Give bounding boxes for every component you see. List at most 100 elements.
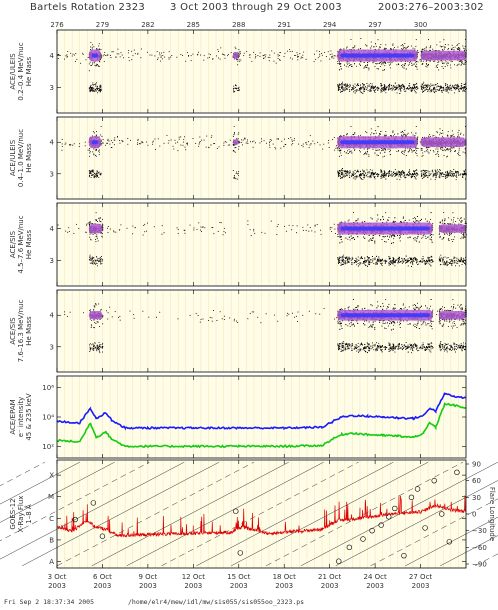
data-point	[429, 60, 431, 61]
data-point	[444, 59, 446, 61]
data-point	[97, 174, 99, 176]
top-tick-label: 285	[187, 21, 200, 29]
data-point	[345, 175, 346, 177]
data-point	[438, 89, 440, 91]
data-point	[339, 61, 340, 63]
data-point	[234, 151, 236, 153]
data-point	[371, 86, 373, 88]
data-point	[389, 172, 390, 174]
data-point	[346, 89, 348, 90]
data-point	[464, 83, 466, 85]
data-point	[432, 88, 434, 90]
data-point	[283, 56, 285, 57]
data-point	[343, 173, 345, 175]
data-point	[389, 151, 391, 153]
data-point	[446, 89, 448, 91]
data-point	[214, 142, 216, 144]
data-point	[265, 54, 267, 56]
data-point	[417, 53, 419, 55]
data-point	[368, 61, 370, 63]
data-point	[89, 172, 91, 173]
data-point	[447, 65, 449, 67]
data-point	[255, 56, 257, 58]
data-point	[353, 174, 355, 176]
data-point	[461, 62, 463, 63]
data-point	[384, 175, 386, 177]
data-point	[224, 54, 226, 56]
data-point	[152, 140, 154, 142]
data-point	[404, 61, 406, 63]
data-point	[93, 177, 95, 179]
data-point	[410, 89, 412, 91]
data-point	[95, 83, 97, 85]
data-point	[448, 87, 450, 89]
y-axis-label-line: 0.4–1.0 MeV/nuc	[17, 129, 25, 187]
data-point	[375, 149, 377, 151]
data-point	[402, 45, 404, 47]
data-point	[72, 144, 74, 146]
data-point	[100, 88, 102, 90]
data-point	[441, 49, 443, 51]
data-point	[394, 169, 396, 170]
data-point	[432, 48, 434, 50]
data-point	[371, 88, 373, 89]
data-point	[280, 147, 282, 149]
data-point	[339, 83, 341, 85]
data-point	[96, 173, 98, 175]
data-point	[450, 48, 452, 50]
data-point	[401, 49, 403, 50]
data-point	[392, 44, 394, 46]
data-point	[433, 88, 435, 90]
data-point	[377, 87, 378, 89]
data-point	[253, 51, 255, 53]
data-point	[366, 169, 368, 171]
data-point	[458, 85, 460, 87]
data-point	[100, 173, 102, 175]
data-point	[394, 82, 396, 84]
data-point	[259, 142, 261, 144]
data-point	[358, 85, 359, 86]
data-point	[329, 54, 331, 56]
data-point	[198, 143, 200, 145]
data-point	[444, 46, 446, 48]
data-point	[450, 88, 452, 90]
data-point	[425, 84, 427, 86]
data-point	[96, 171, 98, 173]
data-point	[363, 85, 365, 87]
data-point	[439, 147, 441, 149]
data-point	[416, 147, 417, 149]
data-point	[400, 90, 402, 92]
data-point	[446, 84, 448, 86]
data-point	[394, 86, 396, 88]
data-point	[354, 149, 355, 151]
data-point	[277, 138, 279, 140]
data-point	[307, 141, 309, 143]
data-point	[305, 141, 307, 143]
data-point	[97, 88, 99, 89]
data-point	[94, 173, 95, 174]
data-point	[99, 173, 101, 175]
top-tick-labels: 276 279 282 285 288 291 294 297 300	[50, 21, 427, 29]
data-point	[337, 85, 339, 87]
data-point	[415, 86, 417, 88]
data-point	[361, 87, 363, 89]
data-point	[437, 85, 439, 87]
data-point	[293, 140, 295, 141]
data-point	[108, 140, 110, 142]
data-point	[464, 45, 466, 47]
data-point	[384, 135, 386, 137]
data-point	[367, 90, 369, 91]
data-point	[454, 87, 456, 89]
data-point	[300, 57, 302, 59]
data-point	[400, 85, 402, 87]
data-point	[431, 84, 433, 86]
data-point	[400, 86, 402, 88]
data-point	[381, 61, 383, 63]
data-point	[413, 83, 415, 85]
data-point	[445, 84, 447, 86]
data-point	[389, 64, 391, 66]
data-point	[381, 90, 383, 92]
data-point	[79, 143, 81, 145]
data-point	[407, 132, 409, 134]
